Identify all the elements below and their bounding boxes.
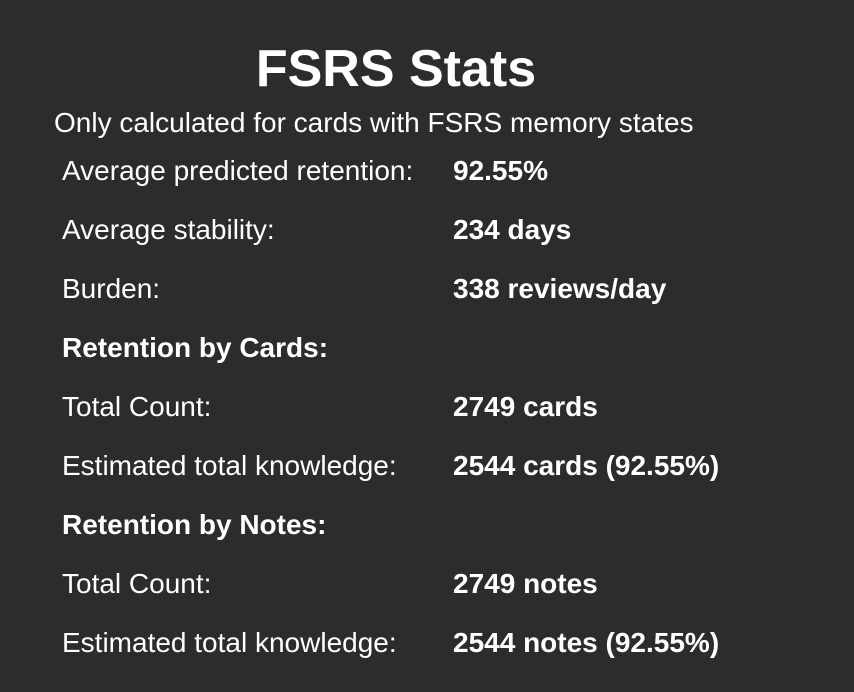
stat-row-burden: Burden: 338 reviews/day [62,266,822,325]
page-subtitle: Only calculated for cards with FSRS memo… [54,107,694,138]
stat-value: 92.55% [453,155,548,186]
section-heading-label: Retention by Notes: [62,509,327,540]
stat-value: 338 reviews/day [453,273,667,304]
page-title: FSRS Stats [255,40,537,98]
stat-label: Total Count: [62,391,212,422]
stat-label: Estimated total knowledge: [62,450,397,481]
stat-label: Average stability: [62,214,275,245]
stat-row-cards-total-count: Total Count: 2749 cards [62,384,822,443]
stat-row-notes-total-count: Total Count: 2749 notes [62,561,822,620]
section-heading-retention-by-cards: Retention by Cards: [62,325,822,384]
stat-value: 234 days [453,214,572,245]
stats-table: Average predicted retention: 92.55% Aver… [62,148,822,679]
stat-row-cards-estimated-knowledge: Estimated total knowledge: 2544 cards (9… [62,443,822,502]
stat-row-average-predicted-retention: Average predicted retention: 92.55% [62,148,822,207]
stat-label: Total Count: [62,568,212,599]
stat-value: 2544 cards (92.55%) [453,450,720,481]
stat-value: 2749 notes [453,568,598,599]
stat-label: Burden: [62,273,161,304]
stat-label: Average predicted retention: [62,155,414,186]
stat-value: 2749 cards [453,391,598,422]
section-heading-label: Retention by Cards: [62,332,329,363]
stat-label: Estimated total knowledge: [62,627,397,658]
stat-row-average-stability: Average stability: 234 days [62,207,822,266]
stat-value: 2544 notes (92.55%) [453,627,720,658]
stat-row-notes-estimated-knowledge: Estimated total knowledge: 2544 notes (9… [62,620,822,679]
section-heading-retention-by-notes: Retention by Notes: [62,502,822,561]
